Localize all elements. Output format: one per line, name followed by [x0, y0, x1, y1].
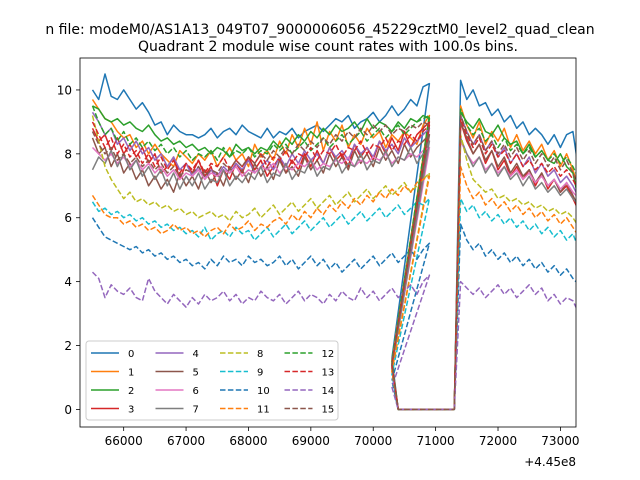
legend-label-5: 5 — [193, 368, 199, 379]
x-tick-label: 73000 — [541, 434, 579, 448]
legend-label-13: 13 — [322, 368, 335, 379]
series-line-5 — [91, 121, 576, 411]
legend-label-7: 7 — [193, 405, 199, 416]
series-line-12 — [91, 105, 576, 411]
x-tick-label: 69000 — [292, 434, 330, 448]
y-tick-label: 2 — [64, 339, 72, 353]
legend-label-11: 11 — [257, 405, 270, 416]
x-axis: 66000 67000 68000 69000 70000 71000 72000 73000 — [105, 427, 579, 448]
chart-title: Quadrant 2 module wise count rates with … — [138, 39, 518, 55]
y-tick-label: 6 — [64, 211, 72, 225]
series-lines — [91, 73, 576, 411]
legend-label-10: 10 — [257, 386, 270, 397]
legend-label-9: 9 — [257, 368, 263, 379]
legend-box — [85, 340, 339, 421]
legend-label-15: 15 — [322, 405, 335, 416]
legend-label-0: 0 — [128, 349, 134, 360]
legend-label-1: 1 — [128, 368, 134, 379]
series-line-11 — [91, 165, 576, 411]
series-line-1 — [91, 99, 576, 411]
x-tick-label: 70000 — [354, 434, 392, 448]
x-tick-label: 72000 — [479, 434, 517, 448]
y-tick-label: 10 — [57, 83, 72, 97]
y-tick-label: 8 — [64, 147, 72, 161]
x-tick-label: 71000 — [417, 434, 455, 448]
legend-label-2: 2 — [128, 386, 134, 397]
x-axis-offset-label: +4.45e8 — [524, 455, 576, 469]
legend-label-6: 6 — [193, 386, 199, 397]
legend-label-3: 3 — [128, 405, 134, 416]
x-tick-label: 68000 — [229, 434, 267, 448]
series-line-9 — [91, 197, 576, 411]
series-line-14 — [91, 271, 576, 411]
series-line-10 — [91, 217, 576, 411]
legend-label-8: 8 — [257, 349, 263, 360]
x-tick-label: 67000 — [167, 434, 205, 448]
y-axis: 0 2 4 6 8 10 — [57, 83, 80, 417]
series-line-2 — [92, 105, 576, 411]
legend-label-14: 14 — [322, 386, 335, 397]
legend-label-12: 12 — [322, 349, 335, 360]
chart-suptitle: n file: modeM0/AS1A13_049T07_9000006056_… — [45, 22, 594, 38]
series-line-15 — [91, 114, 576, 411]
y-tick-label: 0 — [64, 403, 72, 417]
series-line-13 — [91, 117, 576, 411]
series-line-8 — [91, 115, 576, 411]
legend-label-4: 4 — [193, 349, 199, 360]
series-line-0 — [91, 73, 576, 411]
x-tick-label: 66000 — [105, 434, 143, 448]
y-tick-label: 4 — [64, 275, 72, 289]
series-line-7 — [91, 137, 576, 411]
plot-frame — [79, 57, 577, 428]
